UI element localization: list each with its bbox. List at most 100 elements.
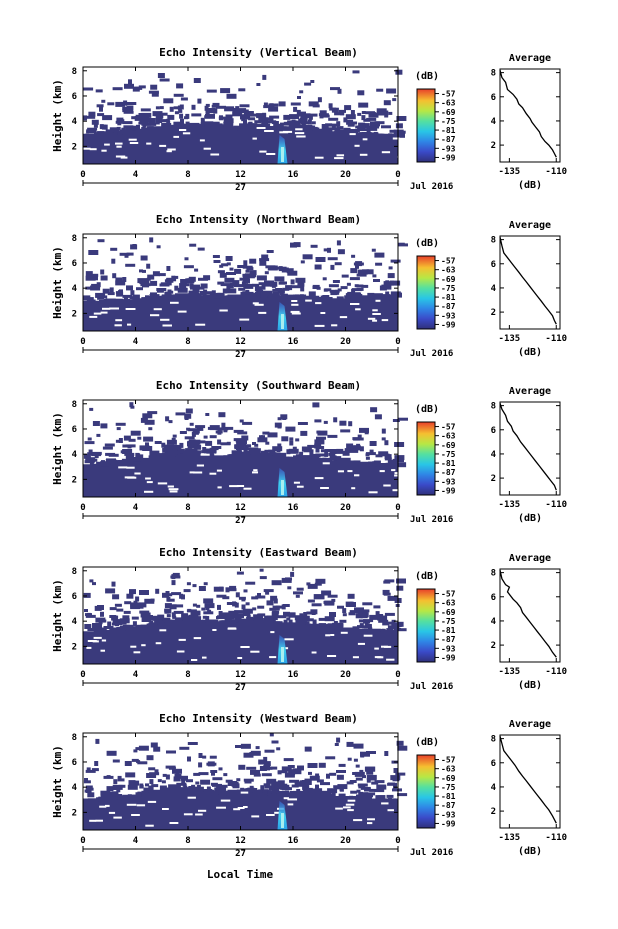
echo-cell (330, 87, 340, 91)
echo-cell (262, 74, 267, 80)
echo-cell (307, 599, 315, 603)
echo-cell (205, 607, 210, 611)
echo-cell (277, 417, 282, 421)
echo-cell (277, 288, 285, 294)
echo-gap (295, 128, 303, 131)
echo-cell (218, 611, 223, 616)
echo-cell (261, 121, 269, 127)
echo-cell (385, 462, 396, 468)
echo-cell (133, 749, 138, 753)
echo-cell (337, 249, 345, 255)
y-tick-label: 8 (72, 67, 77, 77)
echo-cell (130, 244, 138, 250)
colorbar-tick-label: -69 (441, 608, 456, 617)
echo-cell (127, 794, 132, 800)
echo-gap (325, 634, 331, 637)
avg-x-tick-label: -110 (545, 667, 567, 677)
echo-cell (339, 619, 347, 623)
echo-gap (314, 324, 325, 327)
avg-y-tick-label: 8 (491, 402, 496, 412)
echo-cell (299, 90, 304, 94)
echo-cell (243, 778, 254, 782)
echo-cell (380, 294, 391, 298)
echo-cell (161, 442, 166, 448)
echo-gap (187, 796, 196, 799)
echo-cell (236, 778, 241, 782)
y-tick-label: 2 (72, 309, 77, 319)
echo-cell (105, 298, 116, 304)
echo-gap (203, 147, 211, 150)
echo-cell (302, 787, 313, 793)
echo-dense-layer (83, 291, 398, 331)
echo-cell (149, 294, 160, 300)
echo-gap (195, 813, 203, 816)
echo-gap (353, 819, 363, 822)
echo-gap (354, 144, 360, 147)
echo-cell (191, 113, 202, 117)
echo-cell (285, 426, 296, 432)
echo-cell (201, 619, 206, 623)
echo-cell (315, 447, 320, 453)
average-x-label: (dB) (518, 680, 542, 691)
echo-cell (159, 119, 167, 123)
echo-gap (381, 645, 388, 648)
echo-cell (98, 796, 109, 802)
colorbar (416, 255, 436, 330)
echo-cell (83, 87, 94, 91)
echo-cell (216, 295, 221, 299)
echo-cell (126, 102, 137, 105)
echo-cell (295, 454, 303, 458)
echo-cell (205, 616, 210, 621)
echo-cell (301, 780, 312, 785)
echo-cell (115, 422, 126, 426)
echo-cell (370, 121, 380, 127)
echo-cell (221, 422, 226, 428)
echo-cell (290, 279, 295, 285)
average-x-label: (dB) (518, 513, 542, 524)
echo-gap (330, 634, 335, 636)
echo-cell (330, 292, 338, 296)
echo-cell (384, 612, 395, 616)
echo-cell (349, 129, 360, 132)
echo-cell (263, 589, 274, 593)
echo-gap (169, 822, 179, 824)
echo-cell (360, 754, 365, 758)
echo-cell (281, 604, 286, 610)
avg-y-tick-label: 2 (491, 141, 496, 151)
echo-cell (242, 291, 250, 295)
echo-gap (130, 645, 137, 648)
x-tick-label: 4 (133, 170, 139, 180)
echo-cell (96, 104, 104, 108)
echo-gap (374, 647, 379, 650)
echo-cell (267, 790, 272, 794)
echo-cell (122, 106, 130, 110)
echo-cell (344, 448, 349, 452)
echo-cell (203, 435, 208, 439)
echo-cell (162, 773, 167, 777)
echo-cell (253, 293, 261, 299)
echo-cell (372, 293, 383, 299)
echo-cell (221, 263, 229, 267)
echo-cell (361, 284, 369, 288)
echo-cell (358, 102, 369, 108)
x-tick-label: 8 (185, 670, 190, 680)
echo-gap (294, 132, 305, 135)
avg-x-tick-label: -135 (499, 833, 521, 843)
echo-cell (295, 781, 300, 785)
echo-cell (316, 779, 324, 783)
echo-cell (285, 790, 289, 794)
echo-cell (145, 442, 149, 448)
echo-cell (165, 451, 176, 457)
echo-cell (264, 117, 272, 121)
avg-y-tick-label: 6 (491, 759, 496, 769)
echo-cell (336, 121, 341, 127)
avg-x-tick-label: -135 (499, 667, 521, 677)
echo-cell (320, 790, 331, 796)
echo-cell (333, 460, 338, 464)
echo-cell (83, 592, 91, 598)
echo-cell (184, 436, 195, 440)
echo-cell (116, 427, 121, 431)
echo-cell (285, 456, 290, 460)
echo-gap (314, 156, 324, 159)
echo-cell (193, 786, 204, 792)
